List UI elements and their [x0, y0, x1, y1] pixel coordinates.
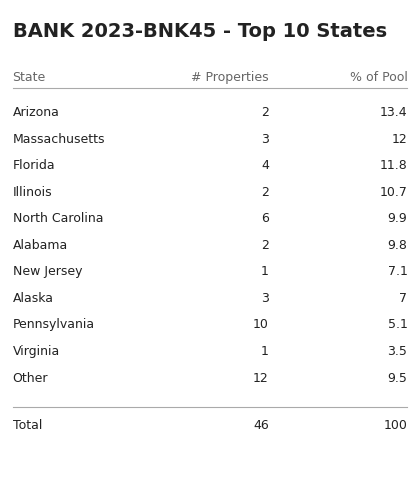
Text: 46: 46 — [253, 419, 269, 432]
Text: Virginia: Virginia — [13, 345, 60, 358]
Text: 10: 10 — [253, 318, 269, 332]
Text: North Carolina: North Carolina — [13, 212, 103, 225]
Text: 3.5: 3.5 — [388, 345, 407, 358]
Text: 2: 2 — [261, 239, 269, 252]
Text: 2: 2 — [261, 106, 269, 119]
Text: 5.1: 5.1 — [388, 318, 407, 332]
Text: 9.8: 9.8 — [388, 239, 407, 252]
Text: 9.9: 9.9 — [388, 212, 407, 225]
Text: 2: 2 — [261, 186, 269, 199]
Text: 3: 3 — [261, 292, 269, 305]
Text: Massachusetts: Massachusetts — [13, 132, 105, 146]
Text: Other: Other — [13, 372, 48, 385]
Text: Total: Total — [13, 419, 42, 432]
Text: 12: 12 — [391, 132, 407, 146]
Text: Alaska: Alaska — [13, 292, 54, 305]
Text: 12: 12 — [253, 372, 269, 385]
Text: 7.1: 7.1 — [388, 265, 407, 279]
Text: Pennsylvania: Pennsylvania — [13, 318, 95, 332]
Text: 9.5: 9.5 — [388, 372, 407, 385]
Text: 10.7: 10.7 — [380, 186, 407, 199]
Text: 1: 1 — [261, 345, 269, 358]
Text: 3: 3 — [261, 132, 269, 146]
Text: 7: 7 — [399, 292, 407, 305]
Text: State: State — [13, 71, 46, 84]
Text: Arizona: Arizona — [13, 106, 60, 119]
Text: 4: 4 — [261, 159, 269, 172]
Text: Florida: Florida — [13, 159, 55, 172]
Text: 13.4: 13.4 — [380, 106, 407, 119]
Text: # Properties: # Properties — [191, 71, 269, 84]
Text: 1: 1 — [261, 265, 269, 279]
Text: 11.8: 11.8 — [380, 159, 407, 172]
Text: 100: 100 — [383, 419, 407, 432]
Text: % of Pool: % of Pool — [349, 71, 407, 84]
Text: Illinois: Illinois — [13, 186, 52, 199]
Text: New Jersey: New Jersey — [13, 265, 82, 279]
Text: BANK 2023-BNK45 - Top 10 States: BANK 2023-BNK45 - Top 10 States — [13, 22, 387, 41]
Text: Alabama: Alabama — [13, 239, 68, 252]
Text: 6: 6 — [261, 212, 269, 225]
